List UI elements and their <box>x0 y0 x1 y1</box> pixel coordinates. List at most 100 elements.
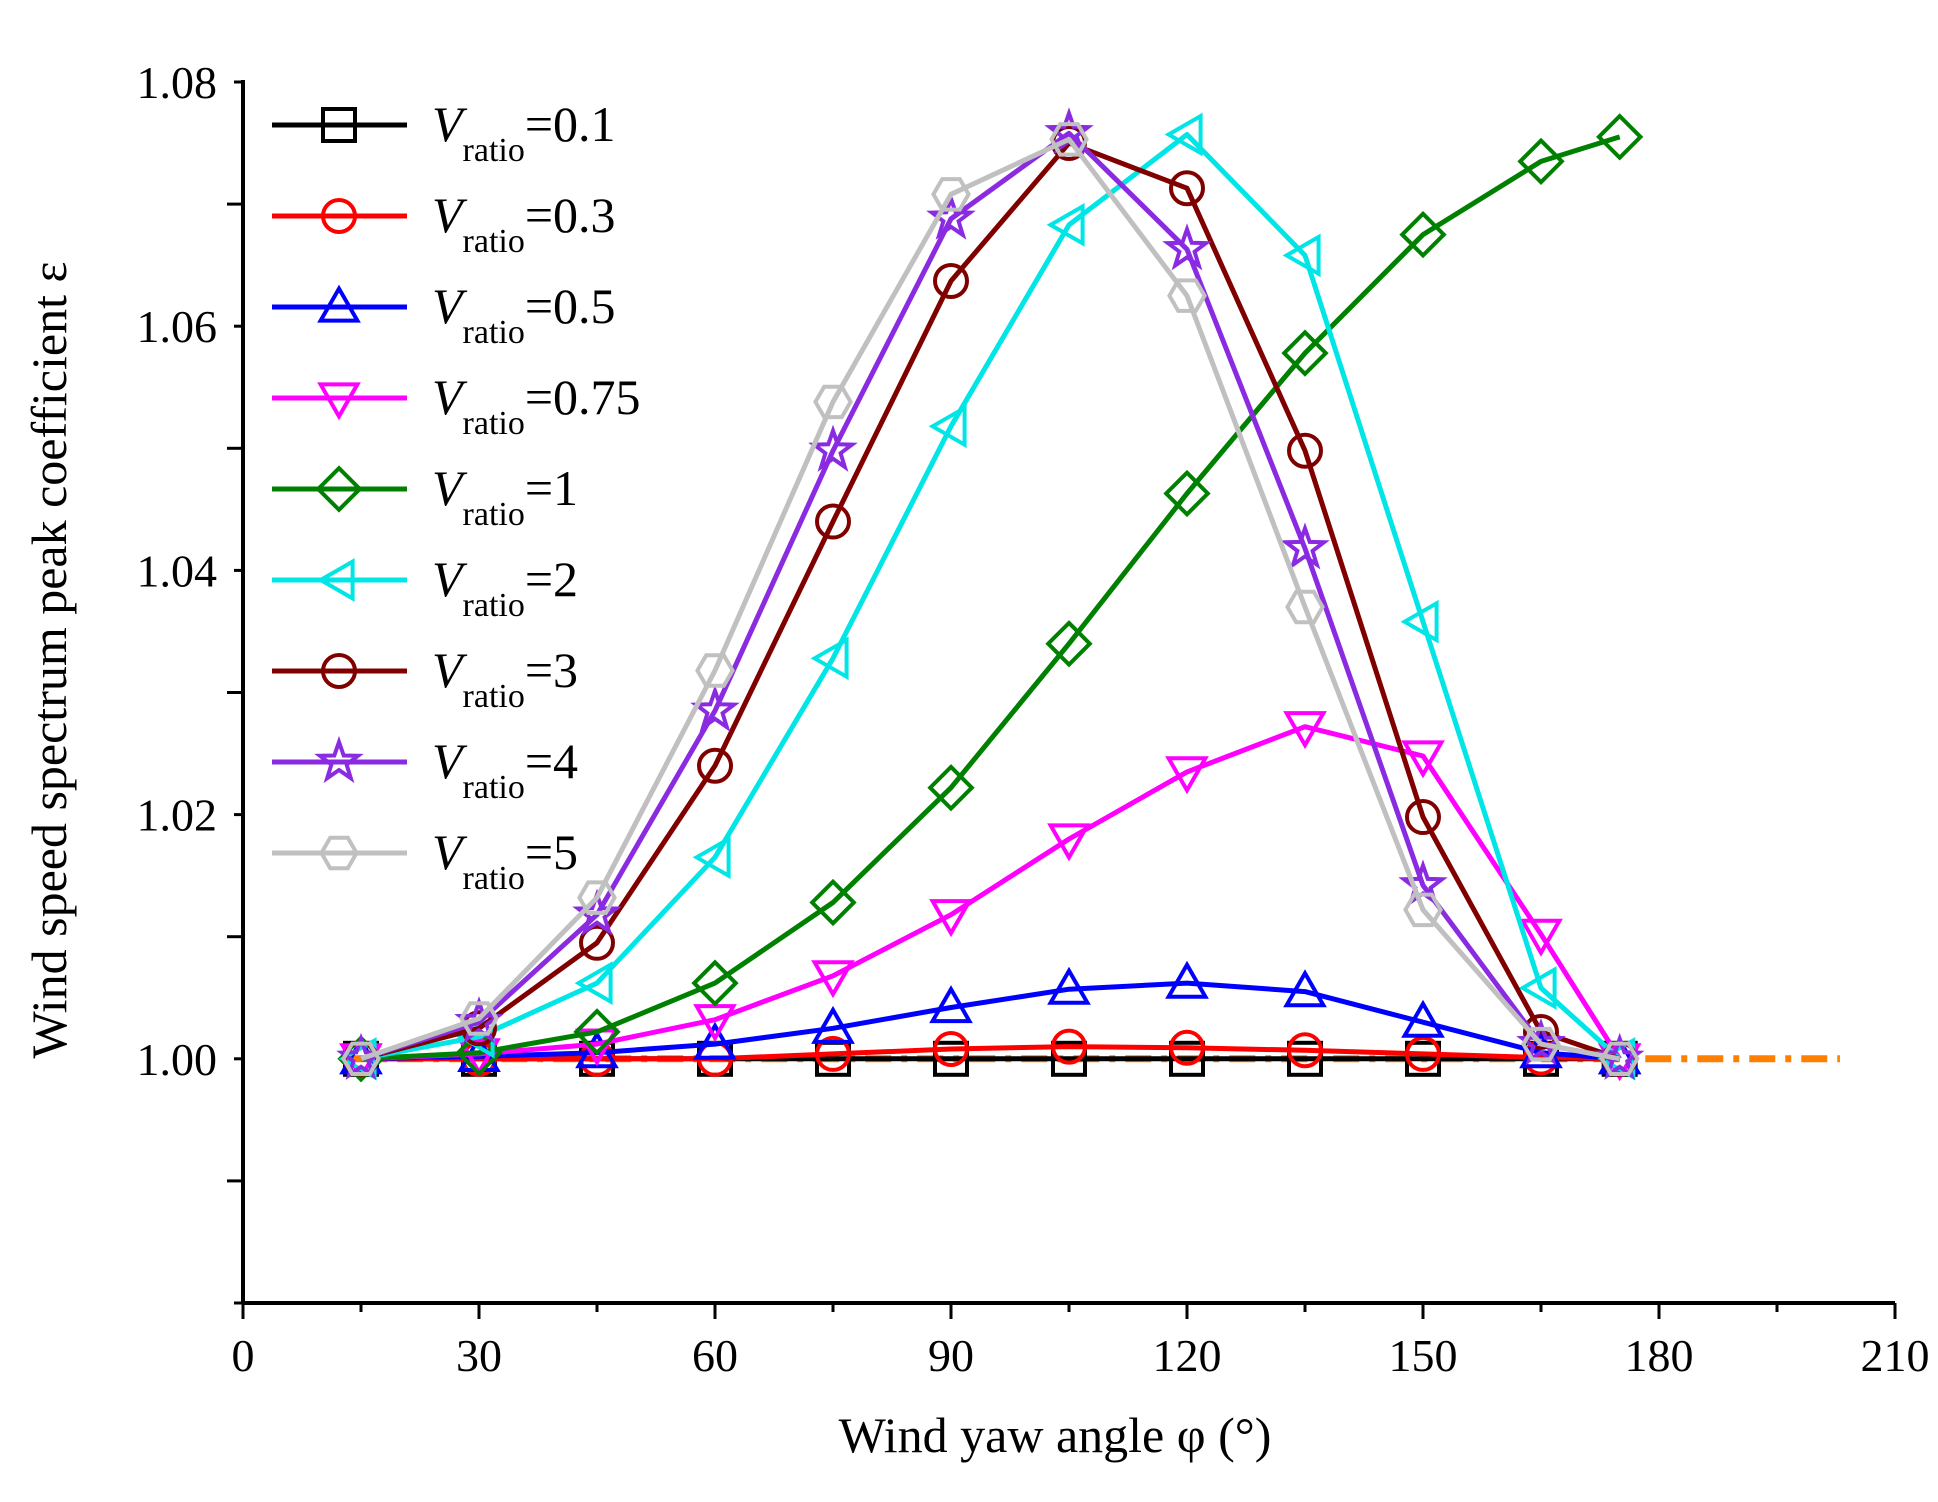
series-line <box>360 140 1621 1062</box>
legend-label-value: =4 <box>525 733 578 789</box>
data-point <box>1287 1032 1323 1069</box>
legend-label-sub: ratio <box>463 587 525 624</box>
legend-label-main: V <box>432 824 468 880</box>
data-point <box>1287 1040 1323 1077</box>
legend-swatch-marker <box>314 735 364 784</box>
x-axis-title: Wind yaw angle φ (°) <box>839 1407 1272 1463</box>
data-point <box>929 899 973 938</box>
legend-swatch-marker <box>319 835 359 871</box>
legend-swatch-marker <box>316 558 355 602</box>
legend-label-value: =0.5 <box>525 278 616 334</box>
data-point <box>926 192 976 240</box>
axes-layer: 0 30 60 90 120 150 180 210 1.00 1.02 1.04 1.06 1.08 <box>137 57 1930 1381</box>
legend-label-main: V <box>432 551 468 607</box>
data-point <box>1047 823 1091 862</box>
legend-item-5: Vratio=2 <box>272 551 578 624</box>
data-point <box>931 177 971 212</box>
data-point <box>1165 756 1209 795</box>
series-line <box>360 130 1621 1062</box>
legend-label-sub: ratio <box>463 314 525 351</box>
legend-label-sub: ratio <box>463 223 525 260</box>
data-point <box>1282 233 1321 278</box>
data-point <box>1045 620 1093 668</box>
x-tick-label: 180 <box>1625 1330 1694 1381</box>
series-5 <box>338 112 1636 1081</box>
data-point <box>691 959 739 1007</box>
data-point <box>810 636 849 681</box>
data-point <box>1164 112 1203 157</box>
data-point <box>695 653 735 688</box>
data-point <box>1169 170 1205 207</box>
legend-label-value: =5 <box>525 824 578 880</box>
data-point <box>1047 966 1091 1005</box>
data-point <box>693 1021 737 1060</box>
legend-label-value: =0.3 <box>525 187 616 243</box>
data-point <box>1405 1035 1441 1072</box>
data-point <box>1051 1040 1087 1077</box>
legend-item-3: Vratio=0.75 <box>272 369 641 442</box>
legend-item-8: Vratio=5 <box>272 824 578 897</box>
series-line <box>360 132 1622 1062</box>
legend-swatch-marker <box>317 382 361 421</box>
series-layer <box>336 107 1645 1083</box>
legend-label-value: =0.75 <box>525 369 641 425</box>
series-7 <box>336 107 1645 1080</box>
legend-label-value: =2 <box>525 551 578 607</box>
data-point <box>813 384 853 420</box>
legend-label-main: V <box>432 733 468 789</box>
legend-label-sub: ratio <box>463 678 525 715</box>
data-point <box>1165 960 1209 999</box>
data-point <box>809 878 857 927</box>
data-point <box>573 1008 621 1056</box>
data-point <box>1400 599 1439 644</box>
data-point <box>1399 210 1447 259</box>
legend-item-4: Vratio=1 <box>272 460 578 533</box>
data-point <box>579 924 615 961</box>
legend-label: Vratio=5 <box>432 824 578 897</box>
legend-label: Vratio=2 <box>432 551 578 624</box>
data-point <box>933 1031 969 1068</box>
data-point <box>1521 1026 1561 1062</box>
data-point <box>1401 740 1445 779</box>
data-point <box>808 424 858 472</box>
data-point <box>929 985 973 1024</box>
data-point <box>811 1005 855 1044</box>
data-point <box>811 960 855 999</box>
legend-label-sub: ratio <box>463 769 525 806</box>
data-point <box>1283 969 1327 1008</box>
series-4 <box>337 113 1644 1083</box>
legend-label-main: V <box>432 187 468 243</box>
data-point <box>1163 469 1211 518</box>
data-point <box>1169 1029 1205 1066</box>
x-tick-label: 0 <box>232 1330 255 1381</box>
data-point <box>577 880 617 915</box>
legend-item-0: Vratio=0.1 <box>272 96 616 169</box>
legend-swatch-marker <box>317 284 361 323</box>
x-tick-label: 90 <box>928 1330 974 1381</box>
legend-label-main: V <box>432 642 468 698</box>
legend-swatch-marker <box>321 198 357 234</box>
data-point <box>1283 711 1327 750</box>
legend-label-main: V <box>432 369 468 425</box>
data-point <box>927 764 975 812</box>
x-tick-label: 150 <box>1389 1330 1458 1381</box>
data-point <box>1162 223 1212 271</box>
data-point <box>574 961 613 1005</box>
x-tick-label: 30 <box>456 1330 502 1381</box>
legend-label-value: =3 <box>525 642 578 698</box>
x-tick-label: 210 <box>1861 1330 1930 1381</box>
legend-label-sub: ratio <box>463 132 525 169</box>
data-point <box>457 1038 501 1077</box>
legend-label-main: V <box>432 460 468 516</box>
legend-label-main: V <box>432 278 468 334</box>
data-point <box>1523 1013 1559 1050</box>
legend-swatch-marker <box>315 465 363 513</box>
x-tick-label: 60 <box>692 1330 738 1381</box>
data-point <box>572 888 622 936</box>
data-point <box>459 1001 499 1036</box>
y-tick-label: 1.02 <box>137 790 218 841</box>
legend-label: Vratio=1 <box>432 460 578 533</box>
data-point <box>933 263 969 300</box>
legend-label: Vratio=0.75 <box>432 369 641 442</box>
